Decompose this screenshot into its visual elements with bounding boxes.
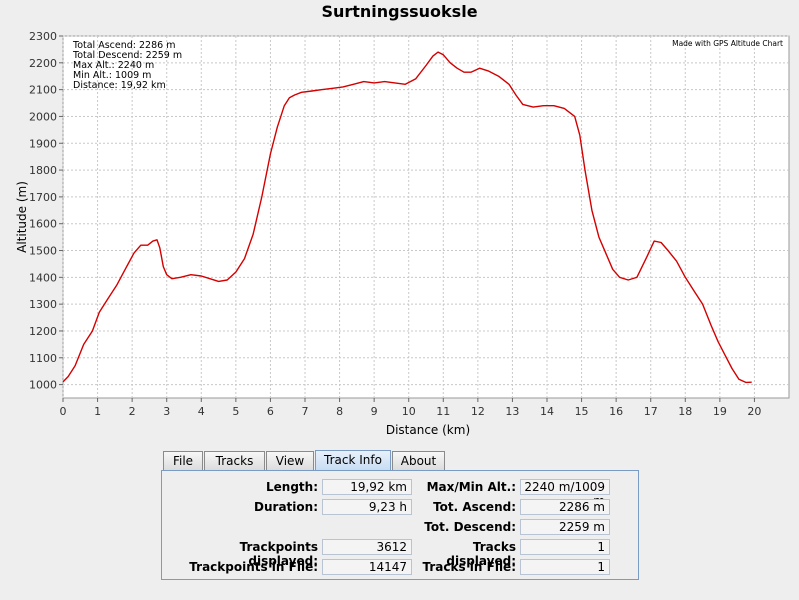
stats-line: Max Alt.: 2240 m <box>73 60 154 71</box>
x-tick-label: 4 <box>198 405 205 418</box>
x-tick-label: 17 <box>644 405 658 418</box>
tracks-file-label: Tracks in File: <box>422 560 517 574</box>
altitude-chart: 0 1 2 3 4 5 6 7 8 9 10 11 12 13 14 15 16 17 18 19 2010001100… <box>15 30 790 437</box>
y-tick-label: 1100 <box>29 352 57 365</box>
trackpoints-file-label: Trackpoints in File: <box>189 560 318 574</box>
x-tick-label: 3 <box>163 405 170 418</box>
track-info-panel: Length: 19,92 km Duration: 9,23 h Trackp… <box>161 470 639 580</box>
y-tick-label: 1600 <box>29 218 57 231</box>
trackpoints-displayed-value: 3612 <box>322 539 412 555</box>
x-tick-label: 10 <box>402 405 416 418</box>
y-tick-label: 1500 <box>29 245 57 258</box>
y-tick-label: 1700 <box>29 191 57 204</box>
tracks-displayed-value: 1 <box>520 539 610 555</box>
y-tick-label: 1900 <box>29 137 57 150</box>
x-tick-label: 15 <box>575 405 589 418</box>
altitude-line <box>62 51 752 384</box>
x-tick-label: 0 <box>60 405 67 418</box>
y-tick-label: 2100 <box>29 84 57 97</box>
tracks-file-value: 1 <box>520 559 610 575</box>
trackpoints-displayed-label: Trackpoints displayed: <box>239 540 318 568</box>
tab-tracks[interactable]: Tracks <box>204 451 265 470</box>
credit-text: Made with GPS Altitude Chart <box>672 39 783 48</box>
x-tick-label: 1 <box>94 405 101 418</box>
y-tick-label: 2200 <box>29 57 57 70</box>
maxmin-alt-value: 2240 m/1009 m <box>520 479 610 508</box>
maxmin-alt-label: Max/Min Alt.: <box>426 480 516 494</box>
x-tick-label: 19 <box>713 405 727 418</box>
duration-label: Duration: <box>254 500 318 514</box>
length-value: 19,92 km <box>322 479 412 495</box>
tab-view[interactable]: View <box>266 451 314 470</box>
x-tick-label: 7 <box>302 405 309 418</box>
stats-line: Distance: 19,92 km <box>73 80 166 91</box>
tab-file[interactable]: File <box>163 451 203 470</box>
x-tick-label: 8 <box>336 405 343 418</box>
x-tick-label: 13 <box>505 405 519 418</box>
y-tick-label: 1300 <box>29 298 57 311</box>
tot-ascend-label: Tot. Ascend: <box>433 500 516 514</box>
stats-line: Min Alt.: 1009 m <box>73 70 151 81</box>
tot-descend-value: 2259 m <box>520 519 610 535</box>
series-group <box>62 51 752 384</box>
plot-area <box>62 35 790 399</box>
y-tick-label: 1200 <box>29 325 57 338</box>
y-tick-label: 1000 <box>29 379 57 392</box>
grid <box>62 35 789 398</box>
y-tick-label: 1400 <box>29 271 57 284</box>
length-label: Length: <box>266 480 318 494</box>
x-tick-label: 11 <box>436 405 450 418</box>
tracks-displayed-label: Tracks displayed: <box>446 540 516 568</box>
x-tick-label: 5 <box>232 405 239 418</box>
stats-line: Total Ascend: 2286 m <box>72 40 175 51</box>
y-axis-title: Altitude (m) <box>15 181 29 253</box>
x-tick-label: 12 <box>471 405 485 418</box>
tot-ascend-value: 2286 m <box>520 499 610 515</box>
stats-line: Total Descend: 2259 m <box>72 50 182 61</box>
tab-about[interactable]: About <box>392 451 445 470</box>
x-tick-label: 6 <box>267 405 274 418</box>
trackpoints-file-value: 14147 <box>322 559 412 575</box>
x-tick-label: 14 <box>540 405 554 418</box>
x-tick-label: 9 <box>371 405 378 418</box>
x-axis-title: Distance (km) <box>386 423 470 437</box>
y-tick-label: 2000 <box>29 110 57 123</box>
y-tick-label: 2300 <box>29 30 57 43</box>
x-tick-label: 16 <box>609 405 623 418</box>
x-tick-label: 20 <box>747 405 761 418</box>
tot-descend-label: Tot. Descend: <box>424 520 516 534</box>
tick-labels: 0 1 2 3 4 5 6 7 8 9 10 11 12 13 14 15 16 17 18 19 2010001100… <box>29 30 761 418</box>
duration-value: 9,23 h <box>322 499 412 515</box>
tab-track-info[interactable]: Track Info <box>315 450 391 471</box>
y-tick-label: 1800 <box>29 164 57 177</box>
x-tick-label: 2 <box>129 405 136 418</box>
chart-title: Surtningssuoksle <box>321 2 478 21</box>
x-tick-label: 18 <box>678 405 692 418</box>
